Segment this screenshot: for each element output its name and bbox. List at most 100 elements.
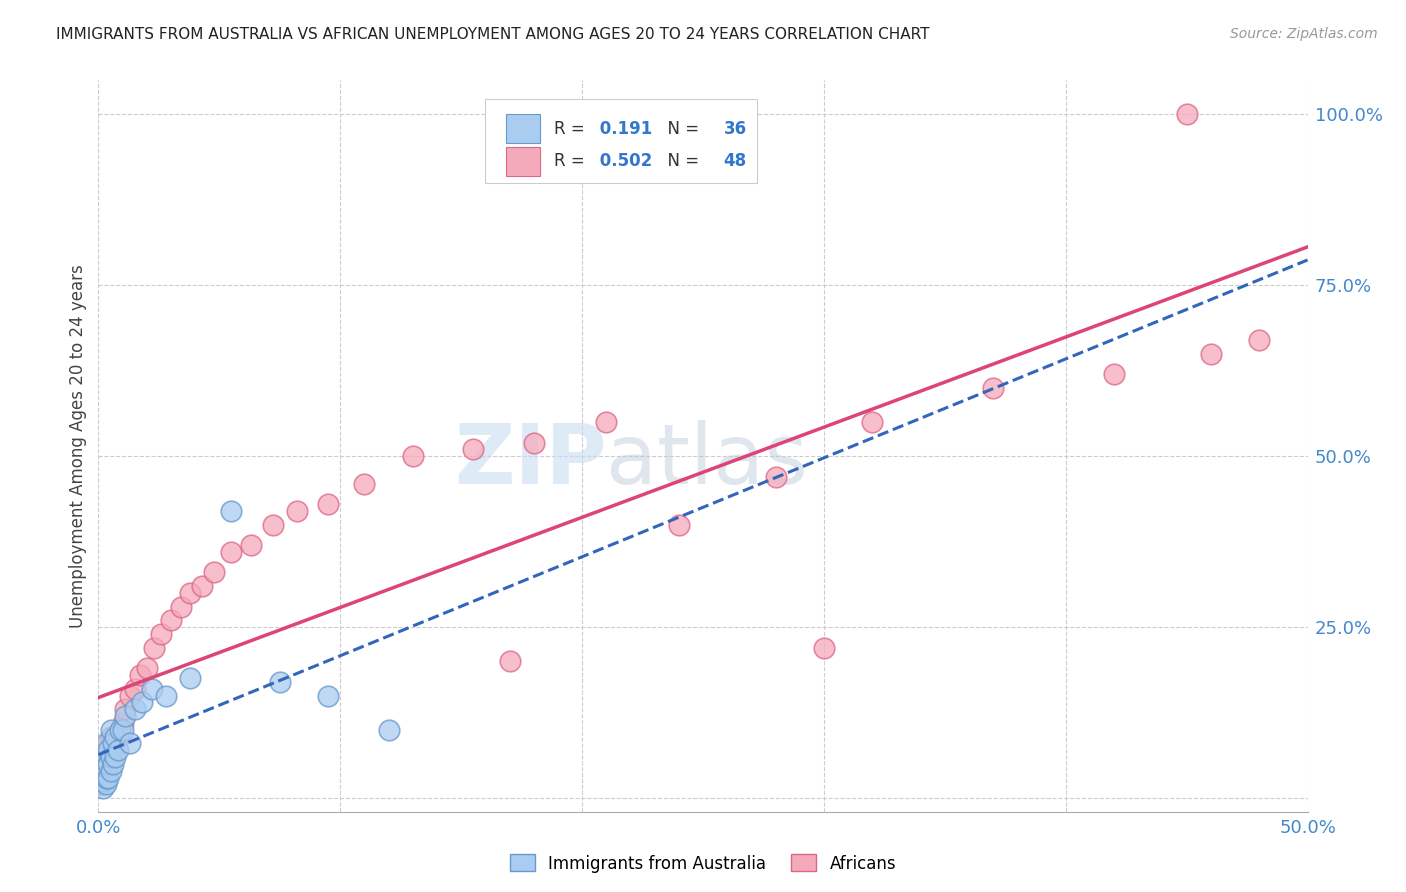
Point — [143, 640, 166, 655]
FancyBboxPatch shape — [506, 114, 540, 144]
Point — [91, 774, 114, 789]
Point — [191, 579, 214, 593]
Point — [285, 504, 308, 518]
Point — [377, 723, 399, 737]
Point — [94, 743, 117, 757]
Point — [107, 743, 129, 757]
Point — [204, 566, 226, 580]
Point — [402, 449, 425, 463]
Point — [97, 736, 120, 750]
Point — [668, 517, 690, 532]
Point — [124, 702, 146, 716]
Point — [91, 750, 114, 764]
Point — [107, 730, 129, 744]
Point — [90, 771, 112, 785]
Point — [813, 640, 835, 655]
Point — [90, 777, 112, 791]
Point — [97, 743, 120, 757]
Text: R =: R = — [554, 120, 591, 137]
Point — [262, 517, 284, 532]
Point — [124, 681, 146, 696]
Point — [353, 476, 375, 491]
Text: 36: 36 — [724, 120, 747, 137]
Point — [90, 764, 112, 778]
Point — [150, 627, 173, 641]
Point — [179, 586, 201, 600]
Text: Source: ZipAtlas.com: Source: ZipAtlas.com — [1230, 27, 1378, 41]
Point — [179, 672, 201, 686]
Point — [155, 689, 177, 703]
Point — [94, 777, 117, 791]
Point — [118, 689, 141, 703]
Point — [94, 764, 117, 778]
Point — [1199, 347, 1222, 361]
Point — [221, 504, 243, 518]
FancyBboxPatch shape — [485, 99, 758, 183]
Point — [114, 702, 136, 716]
Point — [94, 771, 117, 785]
Text: ZIP: ZIP — [454, 420, 606, 501]
Point — [91, 756, 114, 771]
Point — [91, 756, 114, 771]
Text: R =: R = — [554, 153, 591, 170]
Text: atlas: atlas — [606, 420, 808, 501]
Point — [1249, 333, 1271, 347]
Point — [1175, 107, 1198, 121]
Point — [91, 771, 114, 785]
Point — [101, 743, 124, 757]
Point — [104, 730, 127, 744]
Point — [108, 723, 131, 737]
Point — [114, 709, 136, 723]
Text: 0.191: 0.191 — [595, 120, 652, 137]
Point — [131, 695, 153, 709]
Point — [1102, 368, 1125, 382]
Point — [523, 435, 546, 450]
Point — [94, 760, 117, 774]
Point — [269, 674, 291, 689]
Point — [463, 442, 485, 457]
Point — [141, 681, 163, 696]
FancyBboxPatch shape — [506, 147, 540, 176]
Point — [169, 599, 191, 614]
Point — [118, 736, 141, 750]
Point — [90, 764, 112, 778]
Point — [595, 415, 617, 429]
Point — [104, 736, 127, 750]
Point — [97, 756, 120, 771]
Point — [498, 654, 520, 668]
Text: N =: N = — [657, 153, 704, 170]
Point — [860, 415, 883, 429]
Point — [135, 661, 157, 675]
Text: 48: 48 — [724, 153, 747, 170]
Y-axis label: Unemployment Among Ages 20 to 24 years: Unemployment Among Ages 20 to 24 years — [69, 264, 87, 628]
Point — [91, 780, 114, 795]
Text: N =: N = — [657, 120, 704, 137]
Text: 0.502: 0.502 — [595, 153, 652, 170]
Point — [101, 756, 124, 771]
Point — [100, 764, 122, 778]
Text: IMMIGRANTS FROM AUSTRALIA VS AFRICAN UNEMPLOYMENT AMONG AGES 20 TO 24 YEARS CORR: IMMIGRANTS FROM AUSTRALIA VS AFRICAN UNE… — [56, 27, 929, 42]
Point — [100, 750, 122, 764]
Point — [128, 668, 150, 682]
Point — [239, 538, 262, 552]
Point — [765, 469, 787, 483]
Point — [108, 723, 131, 737]
Point — [91, 767, 114, 781]
Point — [91, 750, 114, 764]
Point — [316, 497, 339, 511]
Point — [101, 736, 124, 750]
Point — [100, 730, 122, 744]
Point — [111, 715, 134, 730]
Legend: Immigrants from Australia, Africans: Immigrants from Australia, Africans — [503, 847, 903, 880]
Point — [100, 723, 122, 737]
Point — [111, 723, 134, 737]
Point — [90, 777, 112, 791]
Point — [100, 750, 122, 764]
Point — [981, 381, 1004, 395]
Point — [160, 613, 183, 627]
Point — [316, 689, 339, 703]
Point — [221, 545, 243, 559]
Point — [94, 736, 117, 750]
Point — [97, 771, 120, 785]
Point — [104, 750, 127, 764]
